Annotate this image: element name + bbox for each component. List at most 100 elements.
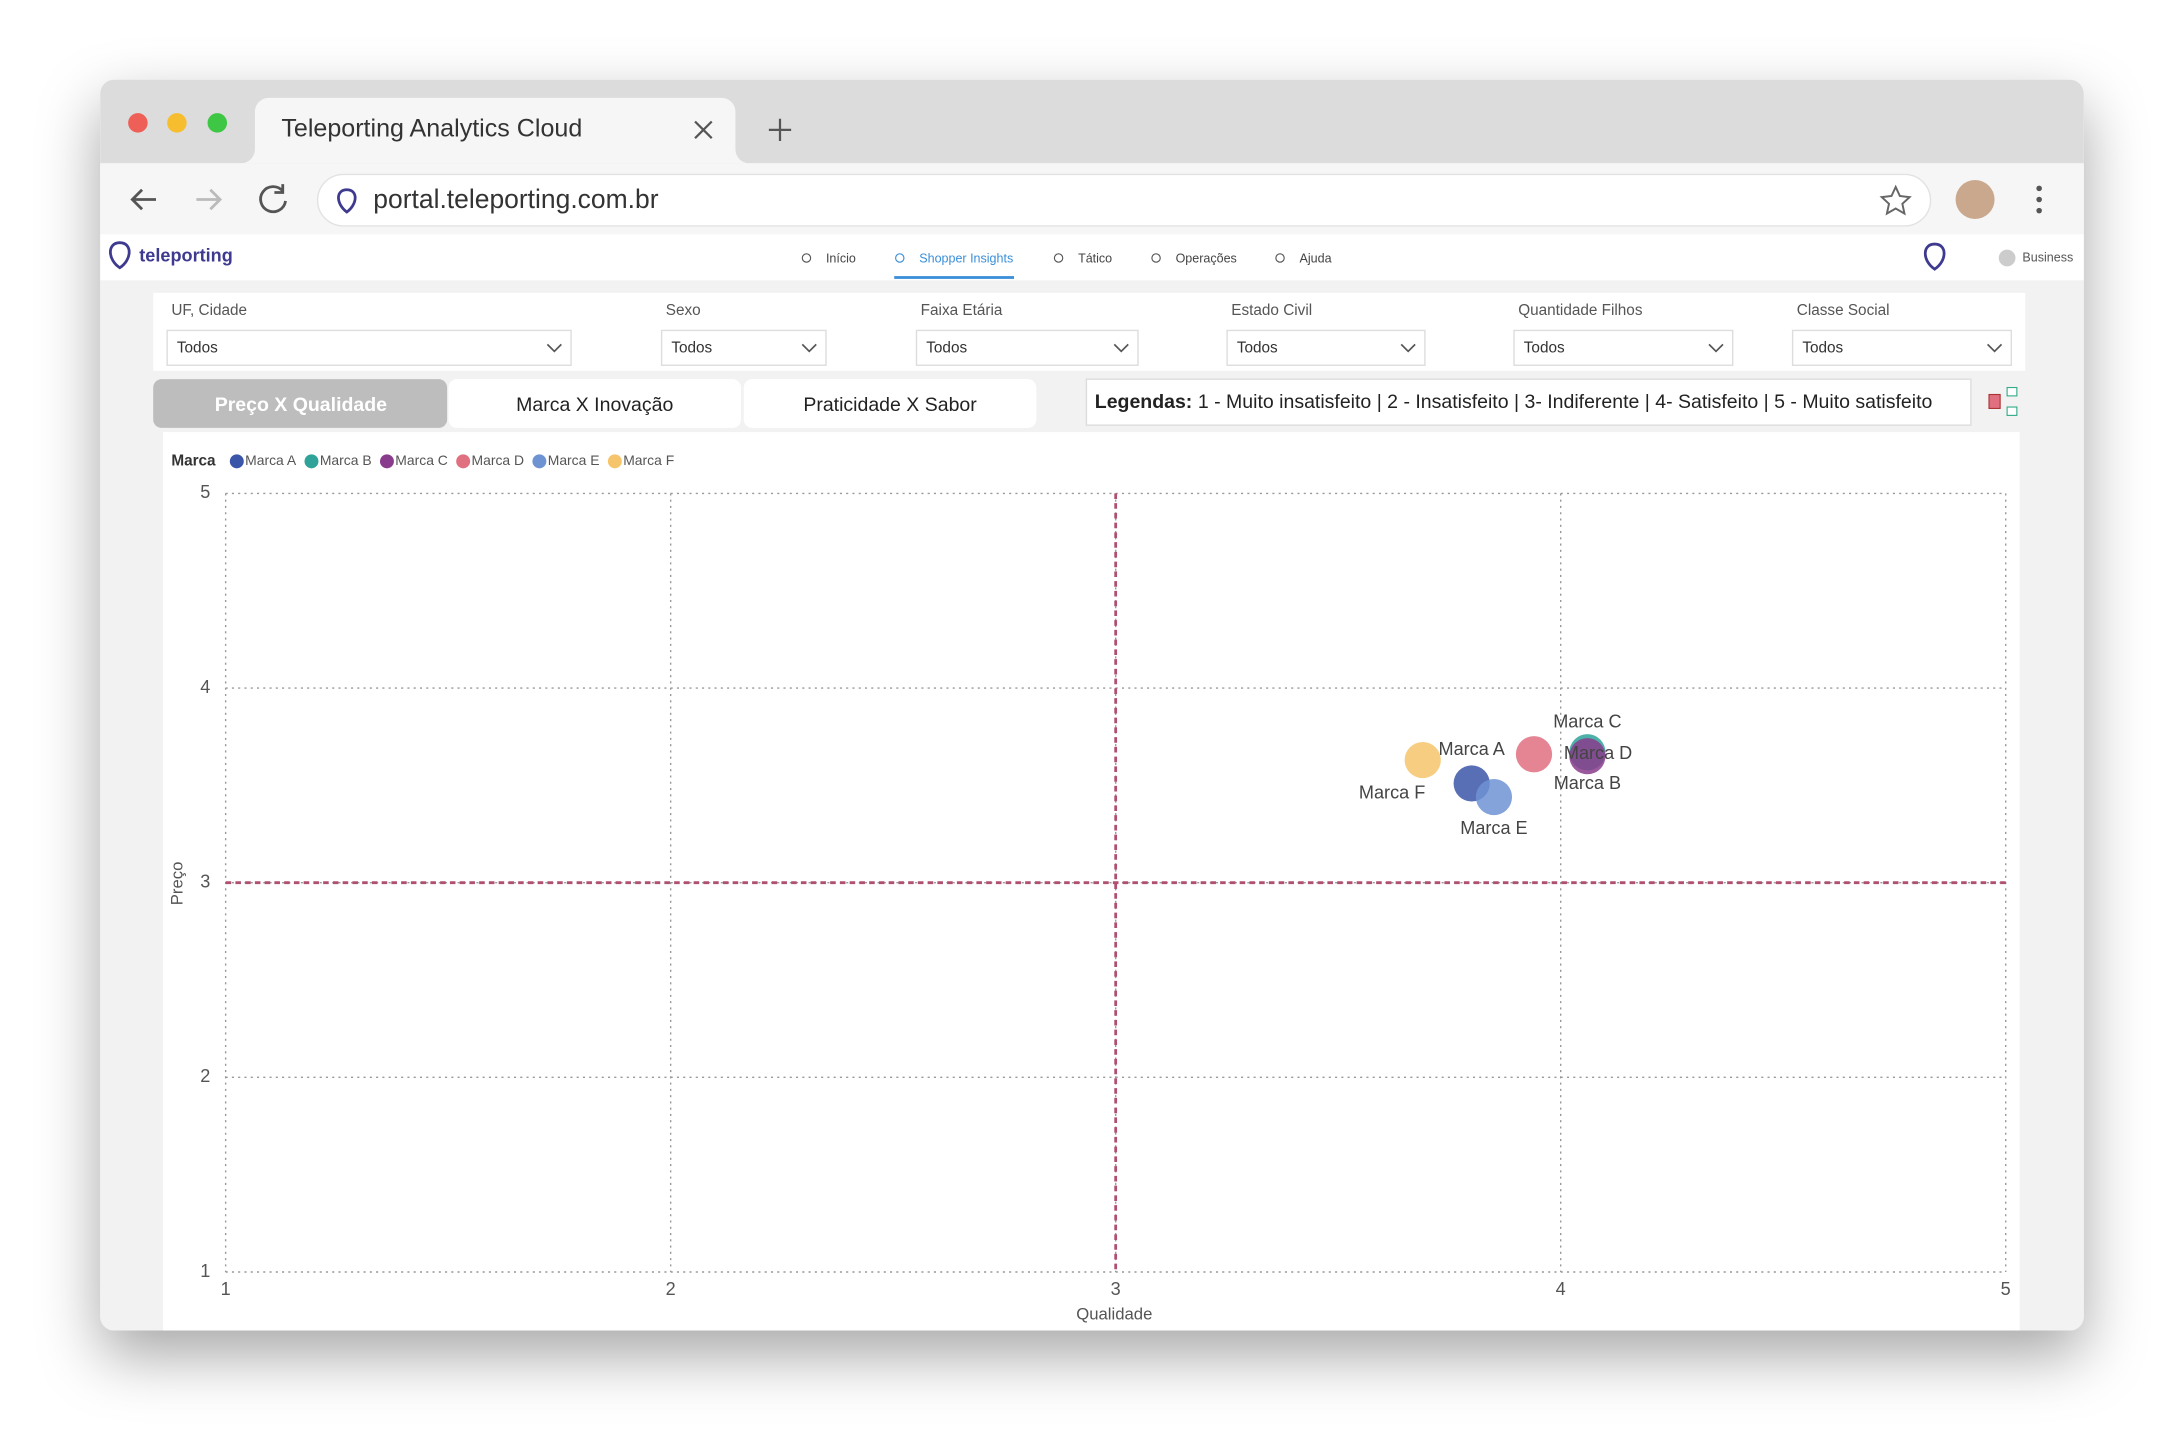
nav-item[interactable]: Tático [1078,252,1112,266]
bookmark-star[interactable] [1879,184,1912,216]
nav-icon [895,253,905,263]
export-icon-part [2006,406,2018,416]
point-label: Marca B [1554,773,1621,793]
filter-value: Todos [1237,340,1278,357]
dropdown-chevron [1708,343,1724,353]
y-tick-label: 3 [200,871,210,891]
point-label: Marca A [1439,739,1506,759]
dropdown-chevron [801,343,817,353]
nav-item[interactable]: Início [826,252,856,266]
tab-label[interactable]: Preço X Qualidade [215,394,387,416]
new-tab[interactable] [768,118,792,142]
x-tick-label: 3 [1111,1279,1121,1299]
scatter-point[interactable] [1515,736,1553,773]
forward-button[interactable] [196,188,223,211]
address-bar[interactable] [316,173,1932,227]
scatter-point[interactable] [1404,741,1441,779]
y-tick-label: 1 [200,1261,210,1281]
nav-icon [1053,253,1064,263]
tab-title: Teleporting Analytics Cloud [281,114,582,142]
y-tick-label: 4 [200,677,210,697]
menu-dot[interactable] [2036,207,2042,214]
active-nav-underline [894,276,1014,279]
legend-label[interactable]: Marca B [320,452,372,468]
filter-value: Todos [671,340,712,357]
menu-dot[interactable] [2036,196,2042,203]
legend-marker[interactable] [532,454,547,469]
legend-marker[interactable] [229,454,244,469]
legend-marker[interactable] [456,454,471,469]
export-icon[interactable] [1988,393,2001,409]
dropdown-chevron [1113,343,1129,353]
filter-select[interactable] [166,329,572,366]
y-tick-label: 5 [200,482,210,502]
zoom-button[interactable] [207,113,228,133]
legend-label[interactable]: Marca A [245,452,297,468]
close-button[interactable] [128,113,148,133]
tab[interactable] [448,379,742,428]
filter-label: Faixa Etária [921,302,1003,319]
back-button[interactable] [130,188,156,211]
filter-select[interactable] [1226,329,1426,366]
legend-marker[interactable] [379,454,394,469]
tab[interactable] [743,379,1037,428]
reload-button[interactable] [259,184,287,214]
filter-label: Quantidade Filhos [1518,302,1643,319]
tab-close[interactable] [694,120,713,140]
browser-tab[interactable] [240,97,750,164]
scatter-point[interactable] [1569,738,1606,775]
export-icon-part [2006,386,2018,397]
logo-icon [109,241,131,270]
tab-active[interactable] [153,379,448,428]
filter-select[interactable] [660,329,827,366]
x-axis-label: Qualidade [1076,1305,1152,1324]
legend-marker[interactable] [607,454,622,469]
notification-icon[interactable] [1923,242,1946,271]
menu-dot[interactable] [2036,185,2042,192]
x-tick-label: 2 [666,1279,676,1299]
profile-avatar[interactable] [1955,180,1995,219]
point-label: Marca E [1460,818,1527,838]
dropdown-chevron [1987,343,2003,353]
nav-icon [801,253,812,263]
legend-label[interactable]: Marca F [623,452,674,468]
nav-item[interactable]: Shopper Insights [919,252,1013,266]
legend-label[interactable]: Marca D [472,452,525,468]
legend-note-text: 1 - Muito insatisfeito | 2 - Insatisfeit… [1198,391,1933,413]
scatter-point[interactable] [1475,778,1513,816]
tab-label[interactable]: Marca X Inovação [516,394,673,416]
legend-note-box [1085,378,1972,426]
legend-note: Legendas: 1 - Muito insatisfeito | 2 - In… [1095,391,1933,413]
logo-text: teleporting [139,245,232,265]
y-axis-label: Preço [168,862,187,906]
legend-note-title: Legendas: [1095,391,1193,413]
filter-value: Todos [177,340,218,357]
nav-item[interactable]: Operações [1176,252,1237,266]
x-tick-label: 5 [2001,1279,2011,1299]
y-tick-label: 2 [200,1066,210,1086]
point-label: Marca C [1553,712,1621,732]
point-label: Marca D [1564,743,1632,763]
x-tick-label: 4 [1556,1279,1566,1299]
legend-label[interactable]: Marca E [548,452,600,468]
app-header [100,234,2084,281]
x-tick-label: 1 [221,1279,231,1299]
tab-label[interactable]: Praticidade X Sabor [803,394,977,416]
filter-value: Todos [1524,340,1565,357]
minimize-button[interactable] [167,113,187,133]
legend-marker[interactable] [304,454,319,469]
filter-select[interactable] [915,329,1139,366]
filter-label: Estado Civil [1231,302,1312,319]
nav-icon [1151,253,1161,263]
dropdown-chevron [546,343,562,353]
user-name[interactable]: Business [2022,250,2073,264]
filter-select[interactable] [1513,329,1734,366]
point-label: Marca F [1359,782,1425,802]
filter-select[interactable] [1791,329,2012,366]
site-icon [337,188,357,214]
nav-item[interactable]: Ajuda [1300,252,1332,266]
dropdown-chevron [1400,343,1416,353]
legend-label[interactable]: Marca C [395,452,448,468]
